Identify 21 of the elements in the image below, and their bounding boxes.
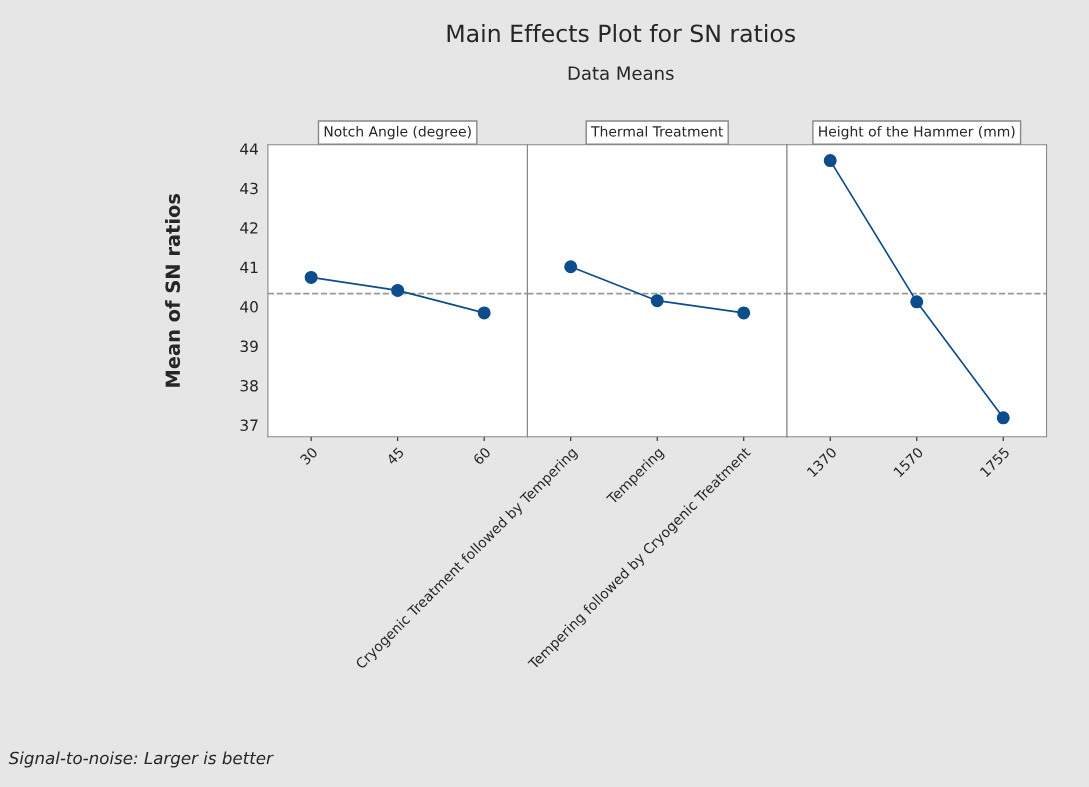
y-tick-label: 39 [240,340,258,353]
chart-title: Height of the Hammer (mm) [819,125,1015,140]
point [391,283,405,297]
text: Signal-to-noise: Larger is better [8,751,274,768]
point [304,270,318,284]
y-tick-label: 44 [240,143,259,155]
text: Data Means [568,66,674,80]
y-tick-label: 37 [240,419,258,431]
y-tick-label: 42 [240,222,258,234]
x-tick-label: 45 [385,446,405,466]
chart-title: Notch Angle (degree) [324,125,471,140]
text: Main Effects Plot for SN ratios [447,23,796,43]
chart-title: Thermal Treatment [591,125,724,137]
y-tick-label: 41 [240,261,258,273]
y-axis-title: Mean of SN ratios [165,193,181,387]
point [477,306,491,320]
x-tick-label: 30 [299,446,319,466]
y-tick-label: 40 [240,301,258,313]
x-tick-label: 60 [472,446,492,466]
y-tick-label: 38 [240,379,258,392]
y-tick-label: 43 [240,182,258,195]
